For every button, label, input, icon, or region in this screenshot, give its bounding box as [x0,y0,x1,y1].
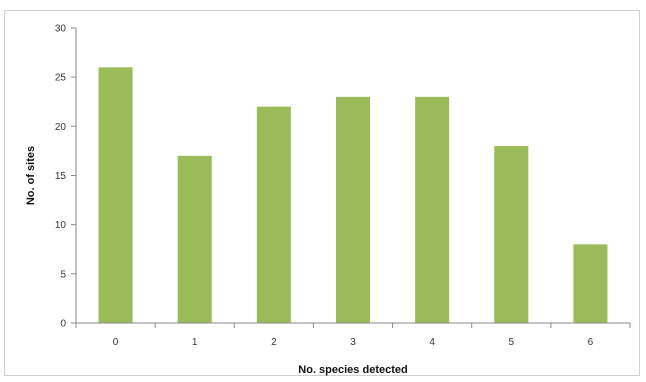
x-tick-label-3: 3 [350,337,356,348]
x-tick-label-6: 6 [588,337,594,348]
x-axis-ticks: 0 1 2 3 4 5 6 [75,323,631,348]
bar-3 [335,96,371,323]
y-tick-label: 30 [55,24,67,35]
y-tick-label: 20 [55,122,67,133]
y-tick-label: 0 [60,319,66,330]
bars [98,67,608,324]
bar-1 [177,155,212,323]
y-tick-label: 5 [60,269,66,280]
x-tick-label-2: 2 [271,337,277,348]
y-axis-title: No. of sites [25,146,37,205]
x-tick-label-5: 5 [509,337,515,348]
y-tick-label: 10 [55,220,67,231]
y-axis-ticks: 0 5 10 15 20 25 30 [55,24,76,330]
bar-4 [415,96,450,323]
x-tick-label-1: 1 [192,337,198,348]
bar-2 [256,106,291,324]
x-tick-label-0: 0 [113,337,119,348]
bar-5 [494,146,529,323]
x-axis-title: No. species detected [298,364,407,376]
y-tick-label: 15 [55,171,67,182]
bar-0 [98,67,133,323]
bar-6 [573,244,608,323]
x-tick-label-4: 4 [429,337,435,348]
y-tick-label: 25 [55,73,67,84]
